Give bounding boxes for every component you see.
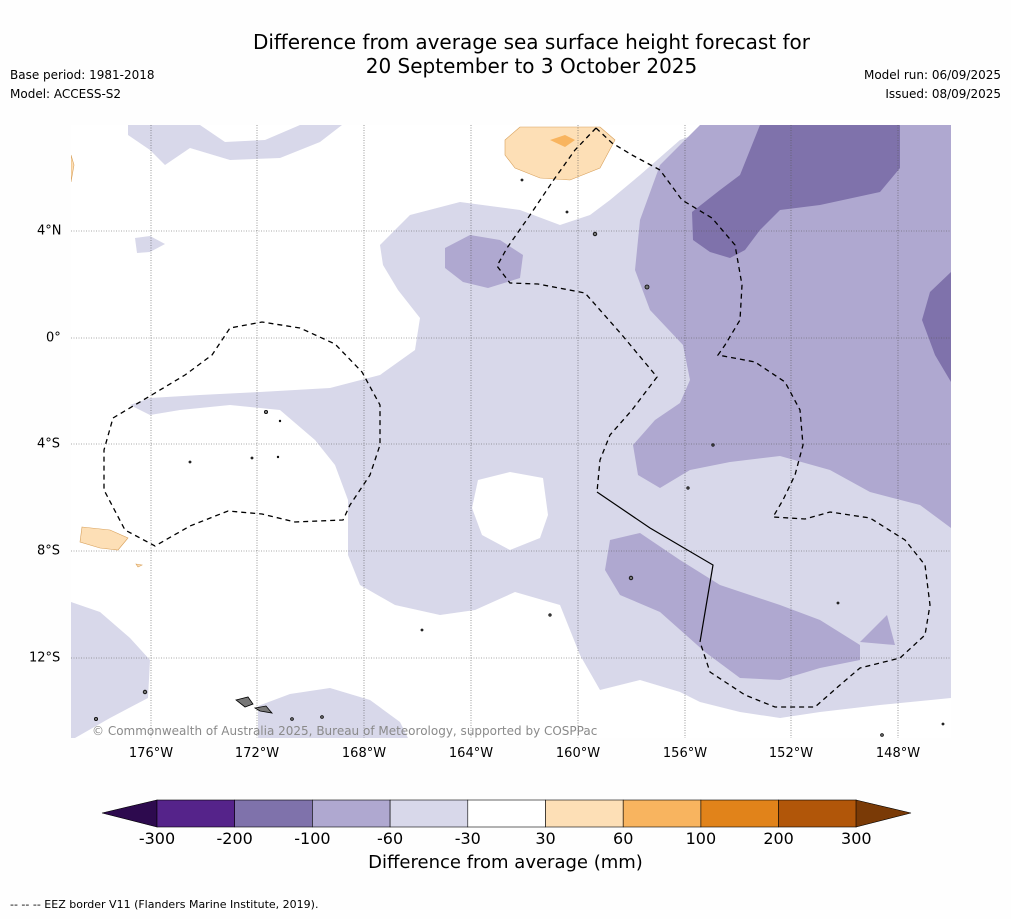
anomaly-region-neutral-hole [472,472,548,550]
island-2 [592,231,598,237]
eez-border-line-islands [595,127,931,708]
colorbar-tick-label: 300 [841,829,872,848]
colorbar-tick-label: -300 [138,829,176,848]
colorbar [101,799,912,828]
colorbar-title: Difference from average (mm) [368,852,643,873]
island-13 [420,628,424,632]
colorbar-tick-label: -30 [454,829,481,848]
colorbar-tick-label: 100 [685,829,717,848]
meta-right: Model run: 06/09/2025 Issued: 08/09/2025 [864,66,1001,104]
eez-border-central [496,127,658,493]
colorbar-extend-low [101,799,158,828]
lat-label-8s: 8°S [37,543,61,559]
island-1 [263,409,268,414]
island-9 [880,733,884,737]
island-5 [142,689,148,695]
anomaly-region-sw [71,602,150,738]
issued-text: Issued: 08/09/2025 [885,87,1001,101]
colorbar-bin-9 [778,799,857,828]
islands [94,178,945,737]
model-text: Model: ACCESS-S2 [10,87,122,101]
lon-label-176w: 176°W [128,746,174,761]
island-21 [941,722,945,726]
graticule [71,125,951,738]
anomaly-region-ne-dark [692,125,900,258]
colorbar-tick-label: 30 [535,829,556,848]
island-14 [188,460,192,464]
island-samoa-2 [253,705,274,714]
island-19 [278,419,282,423]
island-15 [250,456,254,460]
island-10 [711,443,715,447]
lat-label-4n: 4°N [37,223,62,239]
anomaly-region-e-dark [922,272,951,382]
lon-label-148w: 148°W [875,746,921,761]
island-12 [548,613,552,617]
lon-label-160w: 160°W [555,746,601,761]
eez-border-tokelau-kiribati [103,321,381,547]
colorbar-tick-label: 60 [613,829,634,848]
anomaly-band-dark [692,125,951,382]
lat-label-12s: 12°S [29,650,61,666]
island-17 [565,210,569,214]
island-8 [320,715,324,719]
island-7 [290,717,294,721]
island-20 [836,601,840,605]
island-16 [520,178,524,182]
colorbar-extend-high [855,799,912,828]
island-11 [686,486,690,490]
anomaly-region-s [258,688,408,738]
lat-label-4s: 4°S [37,436,61,452]
colorbar-bin-4 [389,799,469,828]
eez-border-solid [596,491,714,643]
anomaly-region-positive-n [504,126,616,181]
lon-label-156w: 156°W [662,746,708,761]
colorbar-bin-8 [700,799,779,828]
colorbar-tick-label: -200 [216,829,253,848]
anomaly-region-positive-nw [71,154,75,183]
base-period-text: Base period: 1981-2018 [10,68,155,82]
eez-borders [103,127,931,708]
lon-label-152w: 152°W [768,746,814,761]
colorbar-bin-1 [156,799,235,828]
colorbar-bin-3 [312,799,391,828]
lon-label-164w: 164°W [448,746,494,761]
eez-legend-footer: -- -- -- EEZ border V11 (Flanders Marine… [10,898,319,911]
map-title: Difference from average sea surface heig… [0,30,1011,78]
anomaly-region-nw [128,125,342,165]
island-18 [276,455,280,459]
map-area [71,125,951,738]
lon-label-172w: 172°W [234,746,280,761]
anomaly-region-small [135,236,165,253]
lat-label-0: 0° [46,330,61,346]
copyright-notice: © Commonwealth of Australia 2025, Bureau… [92,724,598,738]
model-run-text: Model run: 06/09/2025 [863,68,1001,82]
colorbar-bin-2 [234,799,313,828]
anomaly-region-se-small [860,615,895,645]
map-title-line2: 20 September to 3 October 2025 [365,54,698,78]
anomaly-region-south [605,533,860,680]
colorbar-bin-7 [622,799,702,828]
anomaly-region-positive-dot [135,563,143,568]
anomaly-band-positive [71,126,616,568]
anomaly-region-positive-mid [550,135,575,147]
colorbar-tick-label: -60 [377,829,404,848]
island-samoa-1 [235,696,254,708]
lon-label-168w: 168°W [341,746,387,761]
colorbar-tick-label: -100 [294,829,331,848]
island-4 [628,575,634,581]
colorbar-bin-5 [467,799,546,828]
island-3 [644,284,650,290]
colorbar-bin-6 [545,799,624,828]
meta-left: Base period: 1981-2018 Model: ACCESS-S2 [10,66,155,104]
map-title-line1: Difference from average sea surface heig… [252,30,811,54]
island-6 [94,717,99,722]
anomaly-region-positive-w [79,526,129,551]
colorbar-tick-label: 200 [763,829,794,848]
